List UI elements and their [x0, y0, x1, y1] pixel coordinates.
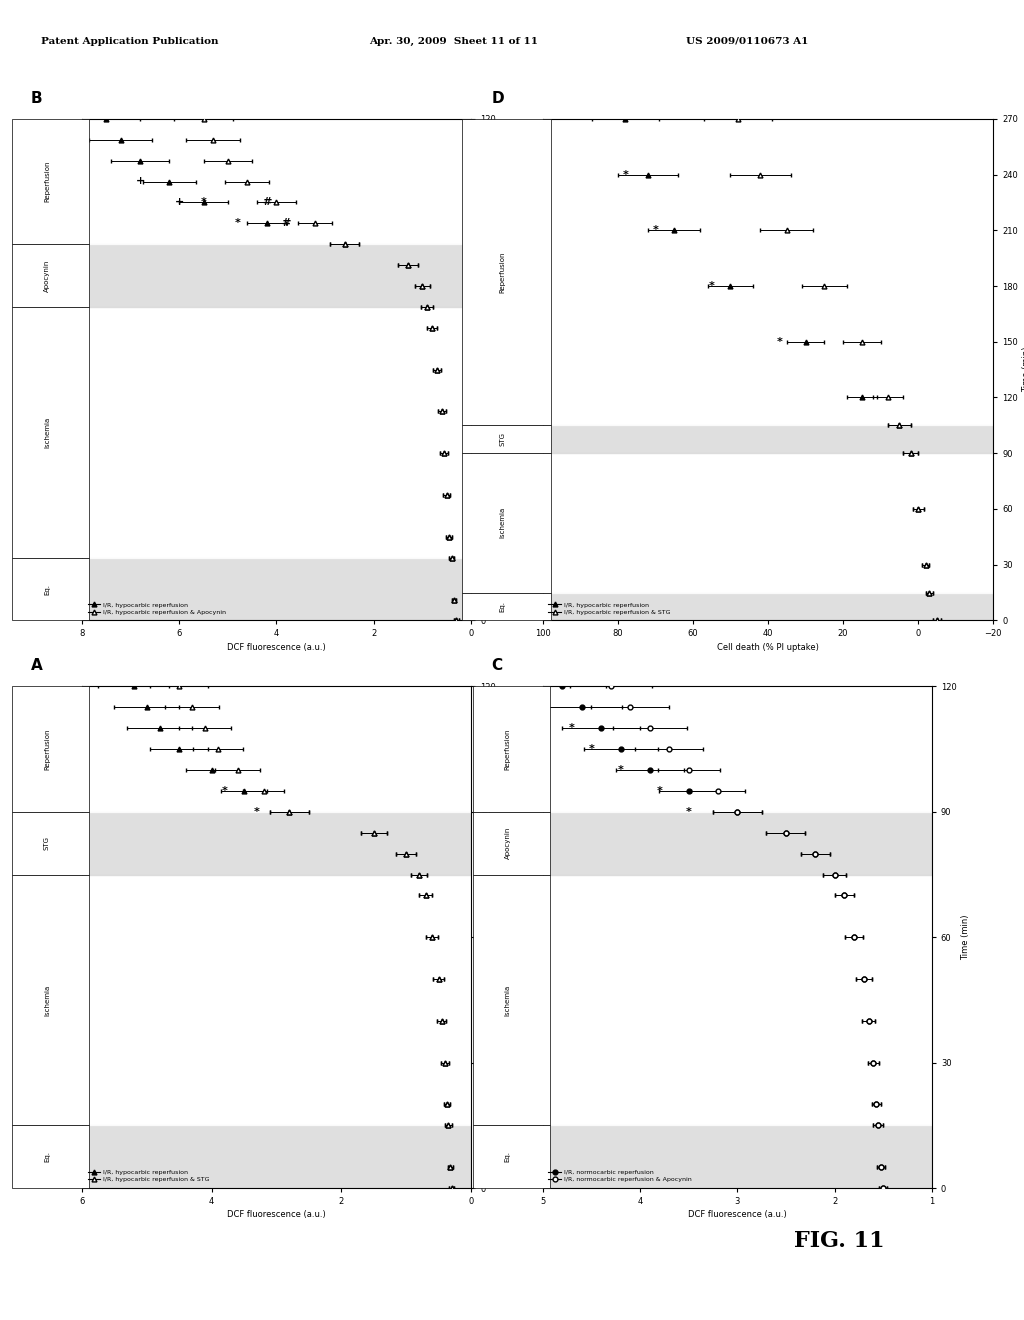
Text: Apocynin: Apocynin: [505, 826, 511, 859]
X-axis label: DCF fluorescence (a.u.): DCF fluorescence (a.u.): [227, 1210, 326, 1220]
Bar: [82, 812, 471, 874]
Bar: [462, 593, 551, 620]
Bar: [12, 557, 89, 620]
Text: STG: STG: [44, 836, 50, 850]
Text: Reperfusion: Reperfusion: [499, 251, 505, 293]
Text: *: *: [617, 766, 624, 775]
Bar: [462, 453, 551, 593]
Text: C: C: [492, 659, 503, 673]
X-axis label: DCF fluorescence (a.u.): DCF fluorescence (a.u.): [688, 1210, 786, 1220]
Text: Apr. 30, 2009  Sheet 11 of 11: Apr. 30, 2009 Sheet 11 of 11: [369, 37, 538, 46]
Bar: [82, 1125, 471, 1188]
Text: B: B: [31, 91, 42, 106]
Text: *: *: [201, 198, 207, 207]
Bar: [543, 593, 993, 620]
Legend: I/R, normocarbic reperfusion, I/R, normocarbic reperfusion & Apocynin: I/R, normocarbic reperfusion, I/R, normo…: [546, 1167, 694, 1185]
Bar: [473, 1125, 550, 1188]
Bar: [82, 874, 471, 1125]
Bar: [543, 874, 932, 1125]
Bar: [82, 686, 471, 812]
Text: Reperfusion: Reperfusion: [44, 729, 50, 770]
Legend: I/R, hypocarbic reperfusion, I/R, hypocarbic reperfusion & STG: I/R, hypocarbic reperfusion, I/R, hypoca…: [546, 599, 673, 618]
Legend: I/R, hypocarbic reperfusion, I/R, hypocarbic reperfusion & Apocynin: I/R, hypocarbic reperfusion, I/R, hypoca…: [85, 599, 228, 618]
Text: *: *: [623, 169, 629, 180]
Text: *: *: [254, 807, 260, 817]
X-axis label: DCF fluorescence (a.u.): DCF fluorescence (a.u.): [227, 643, 326, 652]
Text: #: #: [262, 198, 271, 207]
Bar: [12, 812, 89, 874]
Bar: [473, 686, 550, 812]
Bar: [473, 812, 550, 874]
Text: *: *: [234, 218, 241, 228]
Text: STG: STG: [499, 432, 505, 446]
Bar: [82, 244, 471, 306]
Text: *: *: [652, 226, 658, 235]
Text: *: *: [656, 785, 663, 796]
Text: D: D: [492, 91, 504, 106]
Bar: [12, 306, 89, 557]
Bar: [82, 557, 471, 620]
Bar: [12, 119, 89, 244]
Bar: [462, 425, 551, 453]
Y-axis label: Time (min): Time (min): [1022, 347, 1024, 392]
Bar: [543, 686, 932, 812]
Text: Ischemia: Ischemia: [44, 417, 50, 447]
Text: Ischemia: Ischemia: [499, 507, 505, 539]
Text: US 2009/0110673 A1: US 2009/0110673 A1: [686, 37, 809, 46]
Y-axis label: Time (min): Time (min): [500, 347, 509, 392]
Bar: [543, 425, 993, 453]
Bar: [82, 119, 471, 244]
Text: Reperfusion: Reperfusion: [44, 161, 50, 202]
Y-axis label: Time (min): Time (min): [500, 915, 509, 960]
Bar: [82, 306, 471, 557]
Text: Patent Application Publication: Patent Application Publication: [41, 37, 218, 46]
Text: Eq.: Eq.: [44, 583, 50, 594]
Text: A: A: [31, 659, 42, 673]
Text: Eq.: Eq.: [505, 1151, 511, 1162]
Bar: [12, 1125, 89, 1188]
Bar: [473, 874, 550, 1125]
Legend: I/R, hypocarbic reperfusion, I/R, hypocarbic reperfusion & STG: I/R, hypocarbic reperfusion, I/R, hypoca…: [85, 1167, 212, 1185]
X-axis label: Cell death (% PI uptake): Cell death (% PI uptake): [717, 643, 819, 652]
Text: Eq.: Eq.: [499, 601, 505, 612]
Text: #: #: [282, 218, 291, 228]
Bar: [12, 874, 89, 1125]
Bar: [543, 453, 993, 593]
Text: *: *: [709, 281, 715, 290]
Text: FIG. 11: FIG. 11: [795, 1230, 885, 1251]
Text: Reperfusion: Reperfusion: [505, 729, 511, 770]
Text: Apocynin: Apocynin: [44, 259, 50, 292]
Text: Ischemia: Ischemia: [44, 985, 50, 1015]
Bar: [543, 119, 993, 425]
Text: Eq.: Eq.: [44, 1151, 50, 1162]
Bar: [12, 686, 89, 812]
Text: *: *: [686, 807, 691, 817]
Text: *: *: [776, 337, 782, 347]
Text: *: *: [569, 723, 574, 733]
Bar: [543, 1125, 932, 1188]
Text: *: *: [221, 785, 227, 796]
Text: *: *: [589, 744, 594, 754]
Text: Ischemia: Ischemia: [505, 985, 511, 1015]
Bar: [462, 119, 551, 425]
Y-axis label: Time (min): Time (min): [961, 915, 970, 960]
Bar: [12, 244, 89, 306]
Bar: [543, 812, 932, 874]
Text: +: +: [174, 198, 184, 207]
Text: +: +: [135, 177, 145, 186]
